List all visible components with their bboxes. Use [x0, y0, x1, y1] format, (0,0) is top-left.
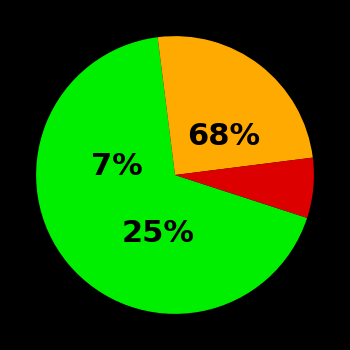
Wedge shape [36, 37, 307, 314]
Wedge shape [175, 158, 314, 218]
Text: 68%: 68% [187, 121, 260, 150]
Text: 7%: 7% [91, 152, 142, 181]
Text: 25%: 25% [122, 219, 195, 248]
Wedge shape [158, 36, 313, 175]
